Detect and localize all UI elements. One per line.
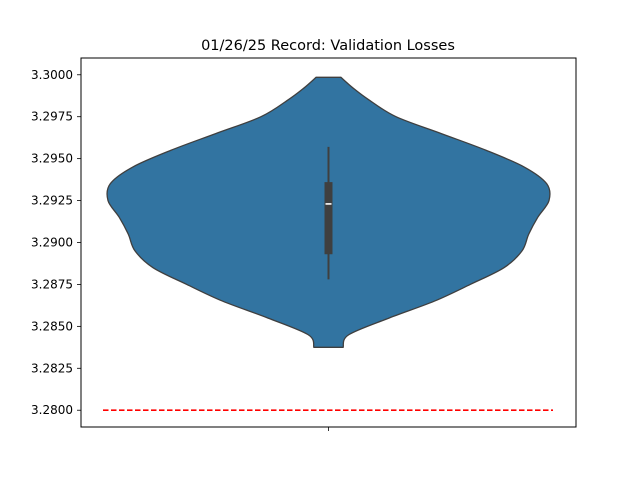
y-tick-label: 3.2800 bbox=[31, 403, 73, 417]
y-tick-label: 3.2875 bbox=[31, 277, 73, 291]
plot-area bbox=[103, 76, 553, 412]
y-tick-label: 3.2950 bbox=[31, 152, 73, 166]
y-tick-label: 3.2825 bbox=[31, 361, 73, 375]
chart-title: 01/26/25 Record: Validation Losses bbox=[201, 38, 455, 54]
violin-iqr-box bbox=[324, 182, 333, 255]
y-tick-label: 3.2975 bbox=[31, 110, 73, 124]
y-tick-label: 3.3000 bbox=[31, 68, 73, 82]
y-tick-label: 3.2925 bbox=[31, 194, 73, 208]
y-tick-label: 3.2900 bbox=[31, 236, 73, 250]
y-tick-label: 3.2850 bbox=[31, 319, 73, 333]
y-axis: 3.2800 3.2825 3.2850 3.2875 3.2900 3.2925 3.29… bbox=[31, 68, 81, 417]
